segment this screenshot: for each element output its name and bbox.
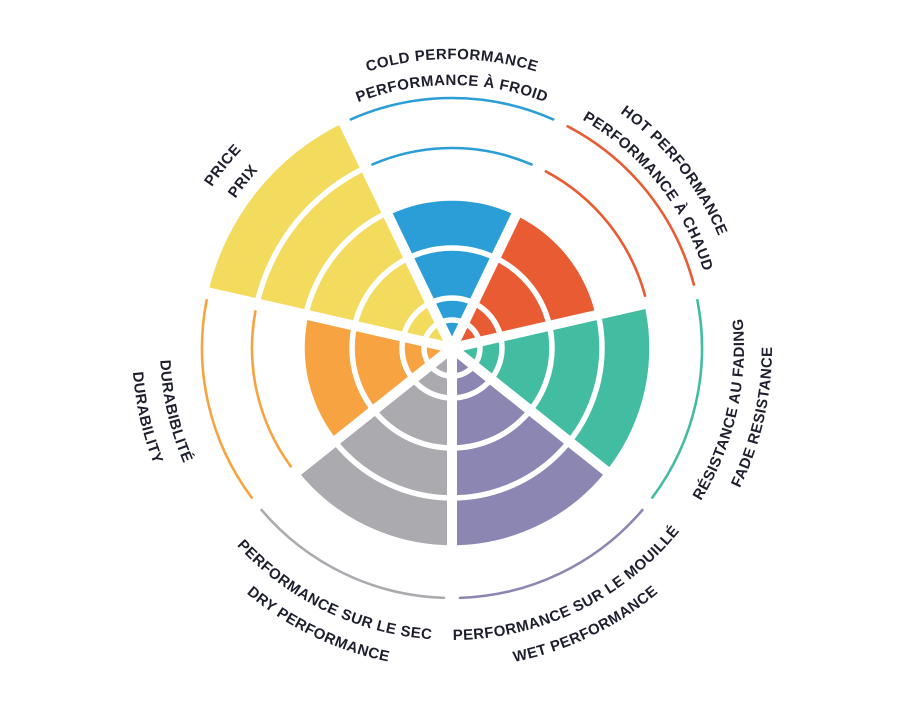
sector-gap-line — [244, 344, 456, 516]
sector-fade-level-arc-5 — [651, 298, 704, 499]
sector-cold-fill — [386, 197, 518, 348]
sector-hot-level-arc-4 — [544, 170, 647, 298]
sector-hot-label-en-text: HOT PERFORMANCE — [618, 102, 730, 238]
sector-dry-label-fr: PERFORMANCE SUR LE SEC — [234, 536, 433, 643]
sector-gap-line — [447, 109, 571, 351]
sector-hot-level-arc-5 — [566, 125, 696, 286]
sector-gap-line — [333, 109, 457, 351]
sector-cold-label-fr-text: PERFORMANCE À FROID — [354, 72, 550, 106]
outer-arcs-layer — [200, 96, 704, 600]
sector-cold-label-en-text: COLD PERFORMANCE — [364, 46, 540, 75]
sector-durability-level-arc-4 — [250, 310, 293, 468]
sector-price-fill — [208, 122, 452, 348]
sector-dry-label-fr-text: PERFORMANCE SUR LE SEC — [234, 536, 433, 643]
sector-cold-label-en: COLD PERFORMANCE — [364, 46, 540, 75]
sector-wet-fill — [452, 348, 609, 548]
sector-gap-line — [450, 284, 709, 353]
sector-gap-line — [195, 284, 454, 353]
sector-durability-fill — [302, 314, 452, 442]
sector-wet-level-arc-5 — [458, 508, 644, 600]
sector-gap-line — [448, 344, 660, 516]
sector-dry-fill — [295, 348, 452, 548]
sector-cold-level-arc-5 — [349, 96, 555, 121]
sector-hot-label-en: HOT PERFORMANCE — [618, 102, 731, 238]
sector-cold-label-fr: PERFORMANCE À FROID — [354, 72, 551, 106]
sector-durability-level-arc-5 — [200, 298, 253, 499]
sector-cold-level-arc-4 — [371, 146, 533, 166]
sector-dry-level-arc-5 — [260, 508, 446, 600]
sector-gaps-layer — [195, 109, 709, 610]
